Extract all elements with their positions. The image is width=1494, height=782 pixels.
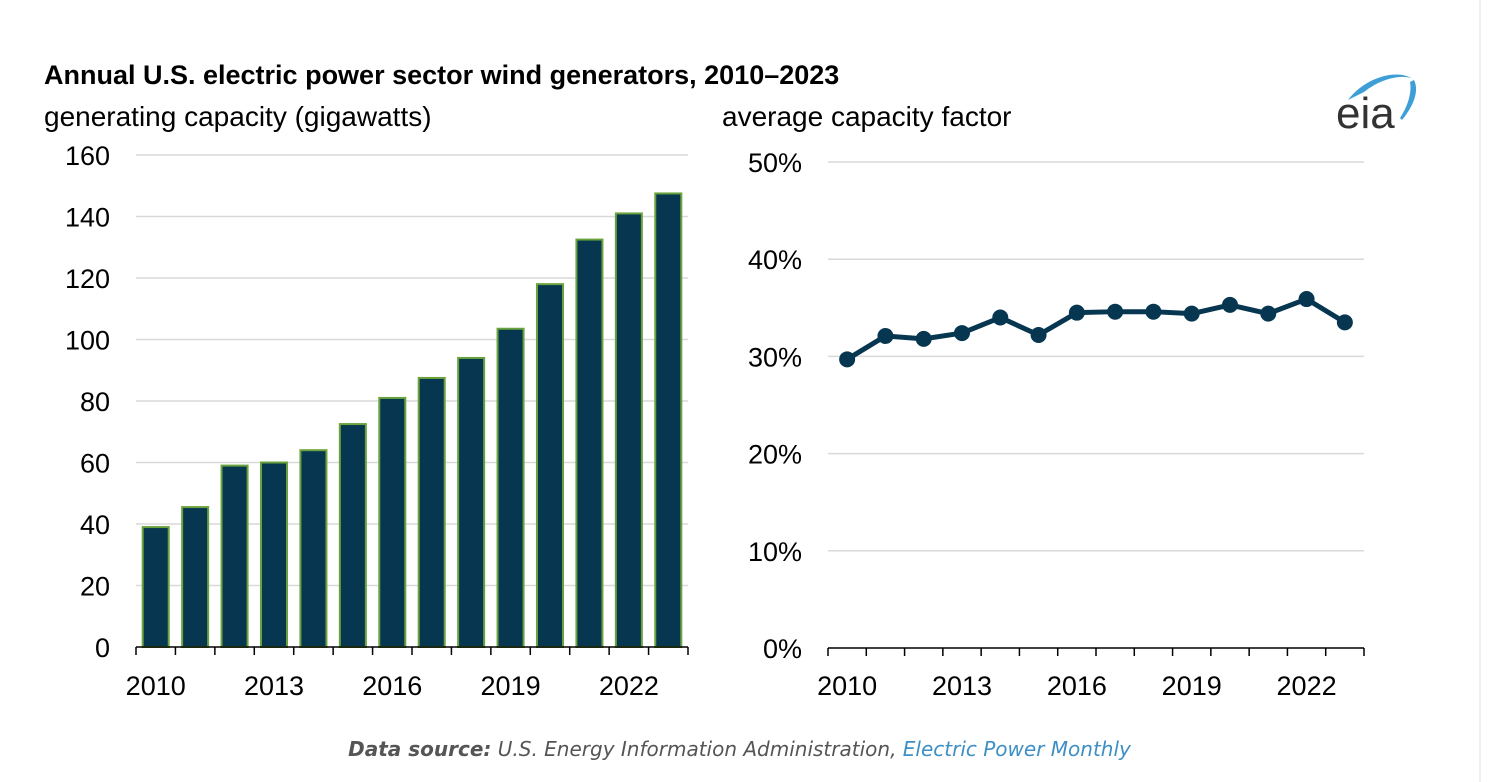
capacity-bar-2019 [496, 327, 525, 648]
right-y-tick-label: 20% [748, 440, 802, 470]
right-y-tick-label: 30% [748, 342, 802, 372]
right-x-tick-label: 2022 [1277, 671, 1337, 701]
capacity-factor-point-2020 [1222, 296, 1238, 313]
capacity-factor-point-2017 [1107, 303, 1124, 320]
left-x-tick-label: 2022 [599, 671, 659, 701]
source-link[interactable]: Electric Power Monthly [902, 737, 1131, 761]
capacity-factor-point-2012 [915, 330, 932, 347]
left-y-tick-label: 140 [65, 203, 110, 233]
capacity-bar-2020 [535, 283, 565, 648]
left-y-tick-label: 60 [80, 449, 110, 479]
capacity-factor-point-2016 [1068, 304, 1085, 321]
right-y-tick-label: 50% [748, 148, 802, 178]
capacity-factor-point-2022 [1298, 291, 1315, 308]
capacity-bar-2015 [338, 423, 367, 648]
capacity-factor-point-2018 [1145, 303, 1162, 320]
capacity-bar-2014 [299, 449, 328, 649]
capacity-factor-line-chart: 0% 10% 20% 30% 40% 50% 2010 2013 2016 2019 2022 [748, 148, 1365, 701]
capacity-factor-point-2014 [992, 309, 1009, 326]
left-y-tick-label: 120 [65, 264, 110, 294]
capacity-bar-2022 [614, 212, 643, 649]
eia-logo: eia [1336, 74, 1417, 134]
left-y-tick-label: 100 [65, 326, 110, 356]
capacity-factor-point-2010 [839, 351, 856, 368]
right-x-tick-label: 2013 [932, 671, 992, 701]
capacity-factor-point-2011 [877, 327, 894, 344]
capacity-bar-2021 [575, 238, 604, 648]
right-x-tick-label: 2010 [817, 671, 877, 701]
capacity-bar-2017 [417, 376, 446, 648]
capacity-bar-chart: 0 20 40 60 80 100 120 140 160 2010 2013 2016 2019 202… [65, 141, 689, 701]
right-chart-ylabel: average capacity factor [722, 101, 1012, 132]
capacity-factor-point-2021 [1260, 305, 1277, 322]
capacity-factor-point-2019 [1183, 305, 1200, 322]
capacity-bar-2016 [378, 396, 407, 648]
capacity-bar-2012 [220, 464, 249, 649]
capacity-bar-2011 [181, 506, 210, 648]
svg-text:eia: eia [1336, 89, 1395, 134]
left-x-tick-label: 2013 [244, 671, 304, 701]
left-chart-ylabel: generating capacity (gigawatts) [44, 101, 432, 132]
left-y-tick-label: 20 [80, 572, 110, 602]
data-source-note: Data source: U.S. Energy Information Adm… [0, 737, 1479, 761]
left-x-tick-label: 2016 [362, 671, 422, 701]
capacity-factor-point-2015 [1030, 327, 1047, 344]
right-y-tick-label: 0% [763, 634, 802, 664]
left-x-tick-label: 2010 [126, 671, 186, 701]
right-x-tick-label: 2016 [1047, 671, 1107, 701]
capacity-bar-2013 [259, 461, 289, 648]
source-text: U.S. Energy Information Administration, [497, 737, 897, 761]
right-y-tick-label: 40% [748, 245, 802, 275]
capacity-bar-2023 [654, 192, 683, 648]
capacity-bar-2018 [457, 356, 486, 648]
capacity-factor-point-2023 [1336, 314, 1353, 331]
left-x-tick-label: 2019 [481, 671, 541, 701]
left-y-tick-label: 0 [95, 633, 110, 663]
right-y-tick-label: 10% [748, 537, 802, 567]
chart-title: Annual U.S. electric power sector wind g… [44, 60, 840, 90]
capacity-bar-2010 [141, 526, 170, 649]
right-x-tick-label: 2019 [1162, 671, 1222, 701]
left-y-tick-label: 80 [80, 387, 110, 417]
source-label: Data source: [348, 737, 492, 761]
page-edge-divider [1479, 0, 1481, 782]
capacity-factor-point-2013 [954, 325, 970, 342]
left-y-tick-label: 40 [80, 510, 110, 540]
left-y-tick-label: 160 [65, 141, 110, 171]
